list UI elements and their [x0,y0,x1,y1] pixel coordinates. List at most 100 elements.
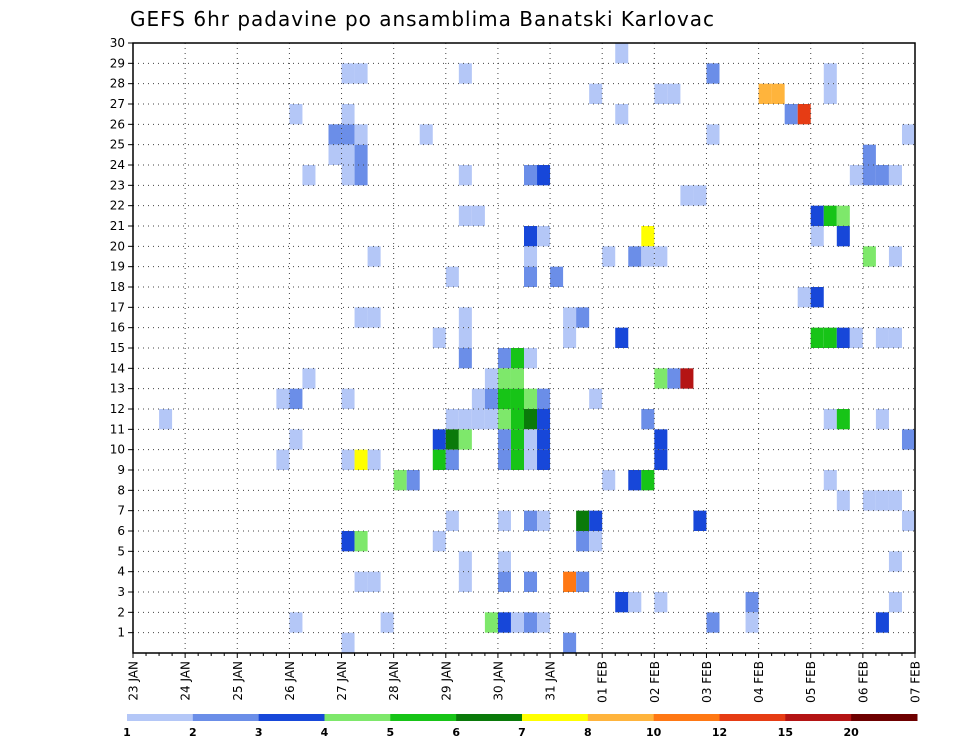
heatmap-cell [589,83,603,104]
heatmap-cell [497,551,511,572]
x-tick-label: 07 FEB [909,661,923,703]
y-tick-label: 7 [117,504,125,518]
y-tick-label: 4 [117,565,125,579]
heatmap-cell [458,165,472,186]
heatmap-cell [524,612,538,633]
colorbar-label: 3 [255,726,263,739]
heatmap-cell [563,327,577,348]
heatmap-cell [862,490,876,511]
x-tick-label: 01 FEB [596,661,610,703]
heatmap-cell [537,388,551,409]
heatmap-cell [289,612,303,633]
heatmap-cell [615,104,629,125]
heatmap-cell [771,83,785,104]
y-tick-label: 20 [110,239,125,253]
heatmap-cell [615,592,629,613]
heatmap-cell [589,510,603,531]
heatmap-cell [836,490,850,511]
colorbar-label: 6 [452,726,460,739]
heatmap-cell [354,144,368,165]
heatmap-cell [654,246,668,267]
x-tick-label: 28 JAN [387,661,401,701]
heatmap-cell [641,409,655,430]
heatmap-cell [563,571,577,592]
x-tick-label: 05 FEB [804,661,818,703]
heatmap-cell [458,205,472,226]
heatmap-cell [888,490,902,511]
heatmap-cell [354,531,368,552]
heatmap-cell [888,551,902,572]
heatmap-cell [445,449,459,470]
y-tick-label: 2 [117,605,125,619]
y-tick-label: 26 [110,117,125,131]
heatmap-cell [693,185,707,206]
heatmap-cell [537,612,551,633]
colorbar-swatch [258,714,325,721]
heatmap-cell [354,307,368,328]
heatmap-cell [524,449,538,470]
heatmap-cell [888,165,902,186]
heatmap-cell [524,226,538,247]
x-tick-label: 23 JAN [127,661,141,701]
heatmap-cell [797,287,811,308]
heatmap-cell [510,388,524,409]
heatmap-cell [497,409,511,430]
colorbar-label: 15 [778,726,793,739]
heatmap-cell [341,449,355,470]
y-tick-label: 14 [110,361,125,375]
heatmap-cell [458,327,472,348]
heatmap-cell [537,165,551,186]
y-axis-ticks: 1234567891011121314151617181920212223242… [110,36,133,640]
heatmap-cell [510,449,524,470]
colorbar-label: 10 [646,726,662,739]
x-tick-label: 02 FEB [648,661,662,703]
heatmap-cell [823,63,837,84]
colorbar-label: 7 [518,726,526,739]
heatmap-cell [706,63,720,84]
heatmap-cell [862,144,876,165]
heatmap-cell [432,429,446,450]
heatmap-cell [797,104,811,125]
heatmap-cell [784,104,798,125]
heatmap-cell [354,571,368,592]
heatmap-cell [341,104,355,125]
heatmap-cell [823,83,837,104]
y-tick-label: 6 [117,524,125,538]
x-tick-label: 25 JAN [231,661,245,701]
heatmap-cell [289,104,303,125]
heatmap-cell [693,510,707,531]
heatmap-cell [862,246,876,267]
y-tick-label: 25 [110,138,125,152]
heatmap-cell [497,571,511,592]
colorbar-swatch [785,714,852,721]
heatmap-cell [836,205,850,226]
heatmap-cell [497,429,511,450]
heatmap-cell [524,266,538,287]
colorbar-label: 2 [189,726,197,739]
heatmap-cell [654,368,668,389]
y-tick-label: 28 [110,77,125,91]
x-tick-label: 29 JAN [439,661,453,701]
heatmap-cell [745,592,759,613]
heatmap-cell [823,205,837,226]
heatmap-cell [497,510,511,531]
heatmap-cell [458,307,472,328]
heatmap-cell [654,449,668,470]
x-tick-label: 27 JAN [335,661,349,701]
y-tick-label: 24 [110,158,125,172]
heatmap-cell [458,429,472,450]
x-tick-label: 06 FEB [856,661,870,703]
heatmap-cell [875,327,889,348]
heatmap-cell [875,165,889,186]
heatmap-cell [524,388,538,409]
heatmap-cell [576,510,590,531]
heatmap-cell [901,429,915,450]
y-tick-label: 9 [117,463,125,477]
heatmap-cell [302,368,316,389]
heatmap-cell [589,388,603,409]
heatmap-cell [810,205,824,226]
colorbar-swatch [192,714,260,721]
heatmap-cell [354,449,368,470]
y-tick-label: 21 [110,219,125,233]
x-tick-label: 04 FEB [752,661,766,703]
